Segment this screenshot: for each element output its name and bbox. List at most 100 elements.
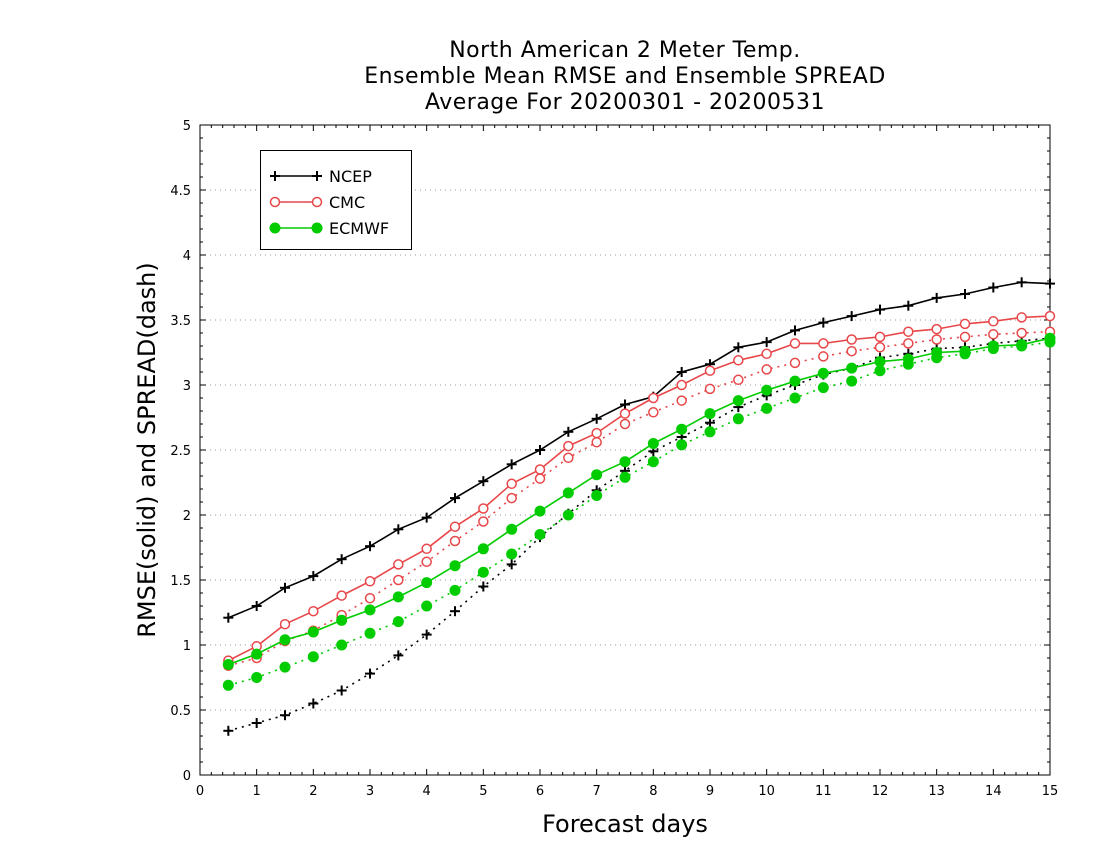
x-tick-label-14: 14 xyxy=(985,784,1002,799)
data-point-ecmwf-spread xyxy=(421,600,433,612)
data-point-cmc-spread xyxy=(563,452,574,464)
y-tick-label-7: 3.5 xyxy=(170,314,191,329)
y-tick-label-3: 1.5 xyxy=(170,574,191,589)
data-point-ecmwf-rmse xyxy=(222,659,234,670)
legend-label-ncep: NCEP xyxy=(329,167,372,186)
data-point-ecmwf-spread xyxy=(874,365,886,377)
data-point-cmc-spread xyxy=(591,436,602,448)
legend-marker-ecmwf xyxy=(269,222,281,234)
data-point-ncep-rmse xyxy=(818,317,829,328)
data-point-cmc-rmse xyxy=(449,521,461,532)
data-point-ecmwf-spread xyxy=(307,651,319,663)
data-point-ncep-rmse xyxy=(393,524,404,535)
data-point-cmc-rmse xyxy=(676,379,687,391)
data-point-ncep-spread xyxy=(450,606,460,617)
data-point-ncep-spread xyxy=(336,685,347,696)
data-point-ncep-rmse xyxy=(506,459,517,470)
y-axis-label: RMSE(solid) and SPREAD(dash) xyxy=(133,262,161,638)
data-point-cmc-rmse xyxy=(704,365,716,376)
data-point-ecmwf-spread xyxy=(902,358,914,370)
data-point-cmc-rmse xyxy=(1016,312,1027,323)
data-point-ecmwf-spread xyxy=(789,392,801,404)
data-point-cmc-spread xyxy=(421,556,432,568)
data-point-cmc-rmse xyxy=(279,618,291,630)
data-point-ecmwf-rmse xyxy=(279,634,291,646)
data-point-ecmwf-spread xyxy=(506,548,518,560)
data-point-ncep-spread xyxy=(393,650,404,661)
y-tick-label-8: 4 xyxy=(183,249,191,264)
data-point-cmc-spread xyxy=(733,374,744,386)
x-tick-label-10: 10 xyxy=(758,784,775,799)
series-line-ncep-rmse xyxy=(228,281,1051,619)
y-tick-label-1: 0.5 xyxy=(170,704,191,719)
legend-swatch-cmc xyxy=(269,196,323,208)
data-point-ecmwf-rmse xyxy=(449,560,461,572)
series-line-cmc-rmse xyxy=(227,315,1051,662)
data-point-ncep-rmse xyxy=(960,289,970,299)
data-point-cmc-rmse xyxy=(336,590,347,601)
chart-title-line-2: Ensemble Mean RMSE and Ensemble SPREAD xyxy=(364,64,886,89)
data-point-ecmwf-spread xyxy=(619,471,631,483)
data-point-cmc-spread xyxy=(506,492,517,504)
series-line-ncep-spread xyxy=(228,337,1051,732)
data-point-ecmwf-spread xyxy=(222,679,234,691)
data-point-cmc-spread xyxy=(648,407,659,418)
data-point-ecmwf-spread xyxy=(817,382,829,394)
series-markers-ncep-rmse xyxy=(223,277,1055,623)
data-point-ecmwf-rmse xyxy=(874,356,886,368)
data-point-ncep-spread xyxy=(308,698,319,709)
y-tick-label-0: 0 xyxy=(183,769,191,784)
x-tick-label-7: 7 xyxy=(593,784,601,799)
data-point-cmc-spread xyxy=(818,351,829,362)
x-tick-label-0: 0 xyxy=(196,784,204,799)
data-point-ncep-rmse xyxy=(223,612,234,623)
data-point-cmc-spread xyxy=(619,418,631,430)
data-point-cmc-spread xyxy=(449,535,461,547)
data-point-ecmwf-rmse xyxy=(506,523,518,535)
data-point-cmc-rmse xyxy=(733,355,744,366)
legend-marker-cmc xyxy=(311,196,323,208)
data-point-cmc-spread xyxy=(931,334,942,345)
x-tick-label-11: 11 xyxy=(815,784,832,799)
data-point-ecmwf-spread xyxy=(959,348,971,360)
data-point-cmc-spread xyxy=(789,357,801,369)
x-axis-label: Forecast days xyxy=(542,810,708,838)
data-point-ncep-spread xyxy=(506,559,517,570)
data-point-ecmwf-spread xyxy=(761,402,773,414)
legend-item-cmc: CMC xyxy=(261,189,411,215)
data-point-ncep-spread xyxy=(421,629,432,640)
y-tick-label-6: 3 xyxy=(183,379,191,394)
data-point-ecmwf-spread xyxy=(732,413,744,425)
data-point-ecmwf-spread xyxy=(987,343,999,355)
data-point-ncep-rmse xyxy=(1016,277,1027,288)
data-point-ecmwf-spread xyxy=(704,426,716,438)
x-tick-label-15: 15 xyxy=(1042,784,1059,799)
data-point-cmc-spread xyxy=(988,329,999,340)
series-markers-cmc-spread xyxy=(223,326,1056,672)
data-point-ecmwf-rmse xyxy=(477,543,489,555)
data-point-cmc-spread xyxy=(393,574,404,586)
y-tick-label-9: 4.5 xyxy=(170,184,191,199)
x-tick-label-12: 12 xyxy=(872,784,889,799)
data-point-ecmwf-rmse xyxy=(307,626,319,638)
data-point-ncep-rmse xyxy=(535,445,545,455)
data-point-cmc-rmse xyxy=(534,464,546,475)
data-point-ecmwf-rmse xyxy=(647,438,659,449)
series-markers-cmc-rmse xyxy=(223,310,1056,666)
data-point-cmc-rmse xyxy=(761,348,772,360)
data-point-ecmwf-rmse xyxy=(789,375,801,387)
x-tick-label-1: 1 xyxy=(253,784,261,799)
data-point-ecmwf-rmse xyxy=(392,591,404,603)
data-point-ncep-rmse xyxy=(988,282,999,293)
data-point-ecmwf-spread xyxy=(534,529,546,540)
legend-swatch-ecmwf xyxy=(269,222,323,234)
data-point-cmc-spread xyxy=(903,338,914,349)
legend-label-cmc: CMC xyxy=(329,193,366,212)
data-point-ecmwf-rmse xyxy=(534,505,546,517)
data-point-ncep-spread xyxy=(223,725,234,736)
data-point-cmc-spread xyxy=(874,342,886,353)
data-point-ecmwf-spread xyxy=(647,456,659,468)
data-point-ecmwf-spread xyxy=(364,627,376,639)
legend-marker-cmc xyxy=(269,196,281,208)
legend: NCEP CMC ECMWF xyxy=(260,150,412,250)
